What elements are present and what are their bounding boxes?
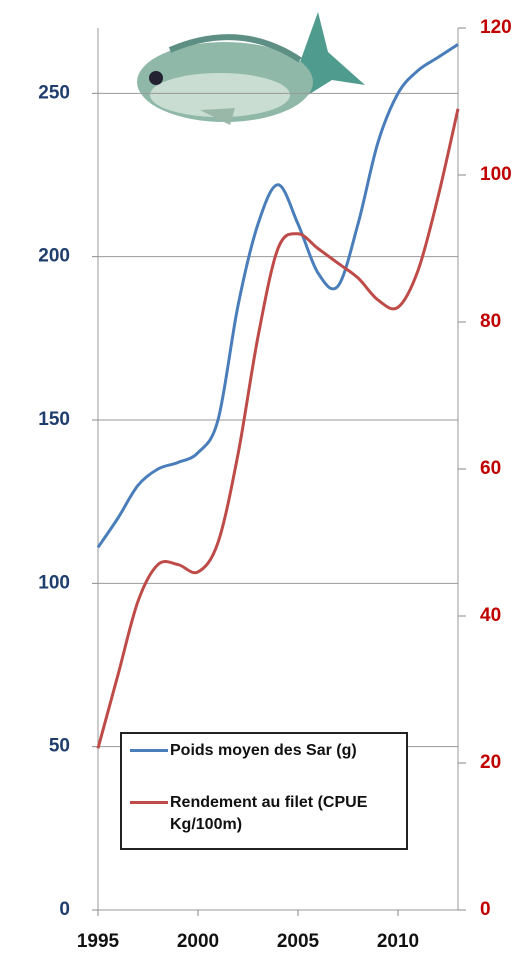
x-tick-label: 2000 xyxy=(177,931,219,952)
x-tick-label: 2005 xyxy=(277,931,320,952)
legend-label: Poids moyen des Sar (g) xyxy=(170,742,357,759)
legend-entry: Poids moyen des Sar (g) xyxy=(130,740,385,762)
y-tick-label: 50 xyxy=(49,736,70,757)
y2-tick-label: 20 xyxy=(480,752,501,773)
y-tick-label: 150 xyxy=(38,409,70,430)
x-tick-label: 1995 xyxy=(77,931,120,952)
legend-swatch xyxy=(130,801,168,804)
x-tick-label: 2010 xyxy=(377,931,419,952)
legend-entry: Rendement au filet (CPUE Kg/100m) xyxy=(130,792,385,836)
series-line xyxy=(96,43,459,549)
y2-tick-label: 0 xyxy=(480,899,491,920)
fish-illustration xyxy=(137,12,365,125)
y-tick-label: 100 xyxy=(38,572,70,593)
y2-tick-label: 40 xyxy=(480,605,501,626)
legend: Poids moyen des Sar (g) Rendement au file… xyxy=(120,732,408,850)
y2-tick-label: 120 xyxy=(480,17,512,38)
y2-tick-label: 60 xyxy=(480,458,501,479)
y-tick-label: 0 xyxy=(59,899,70,920)
y2-tick-label: 80 xyxy=(480,311,501,332)
y2-tick-label: 100 xyxy=(480,164,512,185)
y-tick-label: 250 xyxy=(38,82,70,103)
legend-label: Rendement au filet (CPUE Kg/100m) xyxy=(170,794,368,833)
y-tick-label: 200 xyxy=(38,246,70,267)
series-line xyxy=(96,108,460,749)
legend-swatch xyxy=(130,749,168,752)
